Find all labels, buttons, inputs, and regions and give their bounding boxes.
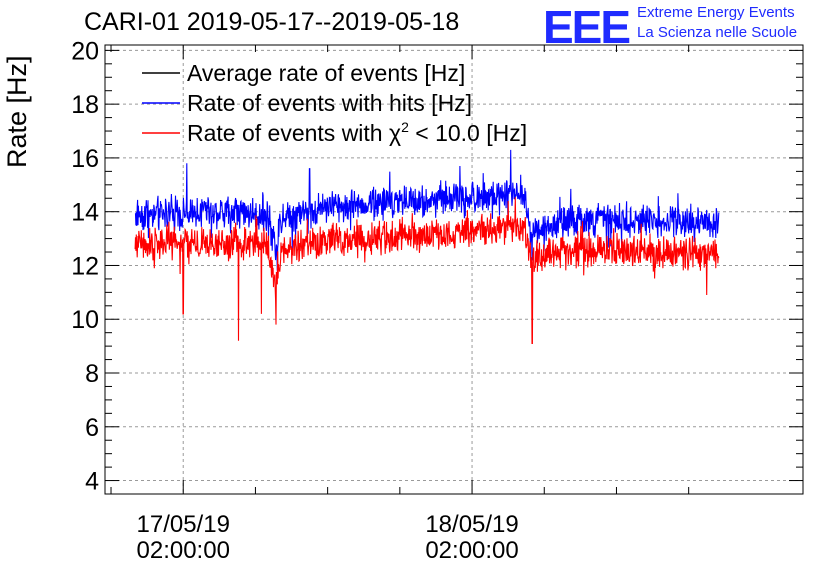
y-tick-label: 14 bbox=[71, 199, 99, 227]
axes: 46810121416182017/05/1902:00:0018/05/190… bbox=[71, 37, 804, 564]
x-tick-time: 02:00:00 bbox=[137, 537, 230, 564]
eee-logo-line1: Extreme Energy Events bbox=[637, 4, 795, 21]
legend: Average rate of events [Hz] Rate of event… bbox=[142, 60, 527, 146]
legend-label: Rate of events with hits [Hz] bbox=[187, 90, 472, 116]
y-tick-label: 4 bbox=[85, 468, 99, 496]
y-tick-label: 20 bbox=[71, 37, 99, 65]
x-tick-date: 17/05/19 bbox=[137, 511, 230, 538]
plot-frame bbox=[104, 44, 804, 495]
y-tick-label: 6 bbox=[85, 414, 99, 442]
eee-logo-mark: EEE bbox=[543, 1, 631, 53]
x-tick-time: 02:00:00 bbox=[425, 537, 518, 564]
eee-logo-line2: La Scienza nelle Scuole bbox=[637, 24, 798, 41]
legend-label: Average rate of events [Hz] bbox=[187, 60, 465, 86]
series-line-hits bbox=[134, 149, 720, 271]
legend-label: Rate of events with χ2 < 10.0 [Hz] bbox=[187, 119, 527, 146]
y-tick-label: 8 bbox=[85, 360, 99, 388]
grid-lines bbox=[105, 45, 803, 494]
x-tick-date: 18/05/19 bbox=[425, 511, 518, 538]
plot-series bbox=[134, 149, 720, 344]
chart-title: CARI-01 2019-05-17--2019-05-18 bbox=[84, 8, 460, 36]
y-tick-label: 18 bbox=[71, 91, 99, 119]
y-tick-label: 12 bbox=[71, 252, 99, 280]
y-tick-label: 10 bbox=[71, 306, 99, 334]
y-tick-label: 16 bbox=[71, 145, 99, 173]
series-line-chi2 bbox=[134, 197, 720, 344]
